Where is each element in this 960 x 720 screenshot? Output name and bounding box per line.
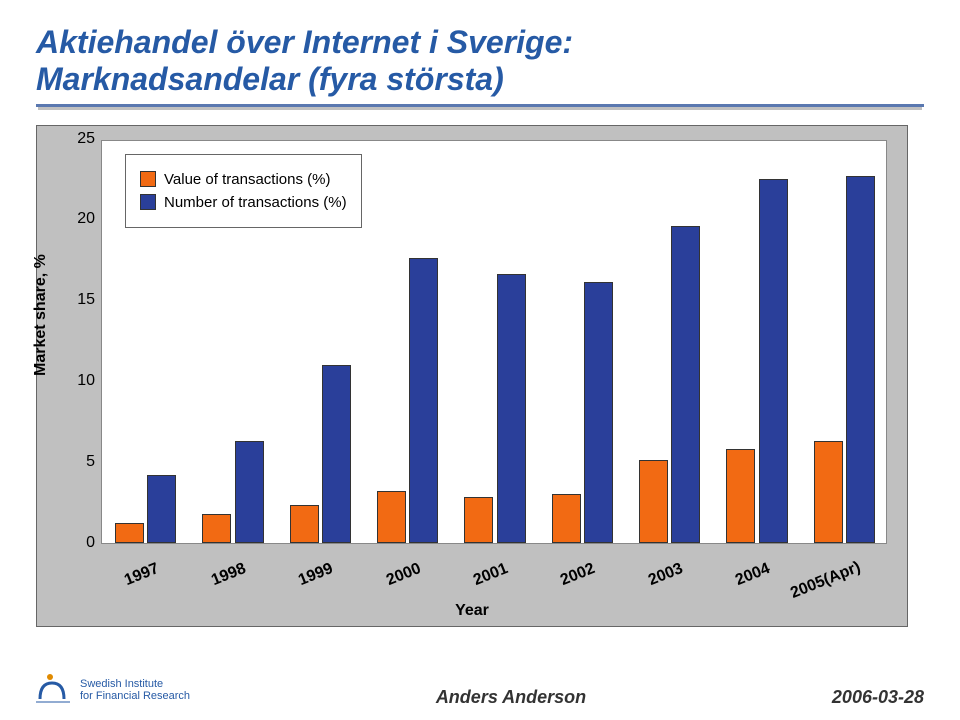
x-tick-label: 2005(Apr) [788, 560, 860, 603]
bar [759, 179, 788, 543]
bar [726, 449, 755, 543]
x-tick-label: 2000 [352, 560, 424, 603]
institute-line-1: Swedish Institute [80, 678, 163, 690]
bar [497, 274, 526, 542]
bar [409, 258, 438, 542]
legend-item: Number of transactions (%) [140, 194, 347, 211]
institute-line-2: for Financial Research [80, 690, 190, 702]
x-tick-label: 2001 [439, 560, 511, 603]
bar [552, 494, 581, 542]
bar [377, 491, 406, 543]
bar [290, 505, 319, 542]
bar [639, 460, 668, 542]
x-tick-label: 1997 [90, 560, 162, 603]
bar [115, 523, 144, 542]
chart-panel: Market share, % Year Value of transactio… [36, 125, 908, 627]
slide: Aktiehandel över Internet i Sverige: Mar… [0, 0, 960, 720]
legend-label: Value of transactions (%) [164, 171, 330, 188]
x-tick-label: 2004 [701, 560, 773, 603]
y-tick-label: 10 [63, 372, 95, 390]
chart-legend: Value of transactions (%) Number of trans… [125, 154, 362, 228]
footer-author: Anders Anderson [436, 687, 586, 708]
legend-swatch [140, 194, 156, 210]
x-axis-title: Year [37, 602, 907, 620]
footer: Swedish Institute for Financial Research… [36, 673, 924, 708]
title-line-2: Marknadsandelar (fyra största) [36, 61, 924, 98]
title-line-1: Aktiehandel över Internet i Sverige: [36, 24, 924, 61]
bar [322, 365, 351, 543]
legend-label: Number of transactions (%) [164, 194, 347, 211]
x-tick-label: 2003 [614, 560, 686, 603]
y-tick-label: 15 [63, 291, 95, 309]
y-tick-label: 5 [63, 453, 95, 471]
bar [202, 514, 231, 543]
y-tick-label: 25 [63, 130, 95, 148]
y-axis-title: Market share, % [32, 254, 50, 376]
bar [147, 475, 176, 543]
y-tick-label: 0 [63, 534, 95, 552]
bar [671, 226, 700, 543]
logo-icon [36, 673, 70, 708]
bar [235, 441, 264, 543]
bar [814, 441, 843, 543]
bar [464, 497, 493, 542]
y-tick-label: 20 [63, 210, 95, 228]
title-block: Aktiehandel över Internet i Sverige: Mar… [36, 24, 924, 107]
footer-date: 2006-03-28 [832, 687, 924, 708]
legend-item: Value of transactions (%) [140, 171, 347, 188]
x-tick-label: 1999 [264, 560, 336, 603]
bar [584, 282, 613, 542]
bar [846, 176, 875, 543]
institute-name: Swedish Institute for Financial Research [80, 679, 190, 702]
x-tick-label: 2002 [526, 560, 598, 603]
x-tick-label: 1998 [177, 560, 249, 603]
footer-left: Swedish Institute for Financial Research [36, 673, 190, 708]
legend-swatch [140, 171, 156, 187]
